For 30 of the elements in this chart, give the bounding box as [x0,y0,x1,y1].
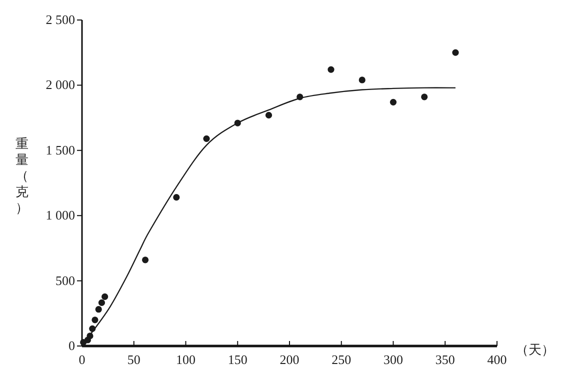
y-tick-label: 2 500 [46,12,75,27]
point [203,135,210,142]
x-tick-label: 300 [384,352,403,367]
point [142,256,149,264]
point [95,306,102,313]
x-axis-title: （天） [516,342,554,357]
point [265,112,272,118]
point [102,293,108,300]
x-tick-label: 200 [280,352,300,367]
point [358,76,366,84]
x-tick-label: 350 [435,352,455,367]
point [173,194,180,201]
x-tick-label: 100 [176,352,196,367]
y-axis-title: 重量（克） [16,137,28,216]
y-tick-label: 0 [68,338,75,353]
x-tick-label: 50 [127,352,140,367]
y-tick-label: 2 000 [46,77,75,92]
point [421,94,428,100]
x-tick-label: 250 [332,352,352,367]
point [328,66,334,73]
y-tick-label: 1 500 [46,142,75,158]
point [390,98,397,106]
point [452,49,459,56]
x-tick-label: 400 [487,352,507,367]
point [98,299,106,306]
y-tick-label: 1 000 [46,208,75,223]
x-tick-label: 0 [78,352,86,367]
point [92,316,98,324]
x-tick-label: 150 [228,352,248,367]
y-tick-label: 500 [56,272,75,288]
